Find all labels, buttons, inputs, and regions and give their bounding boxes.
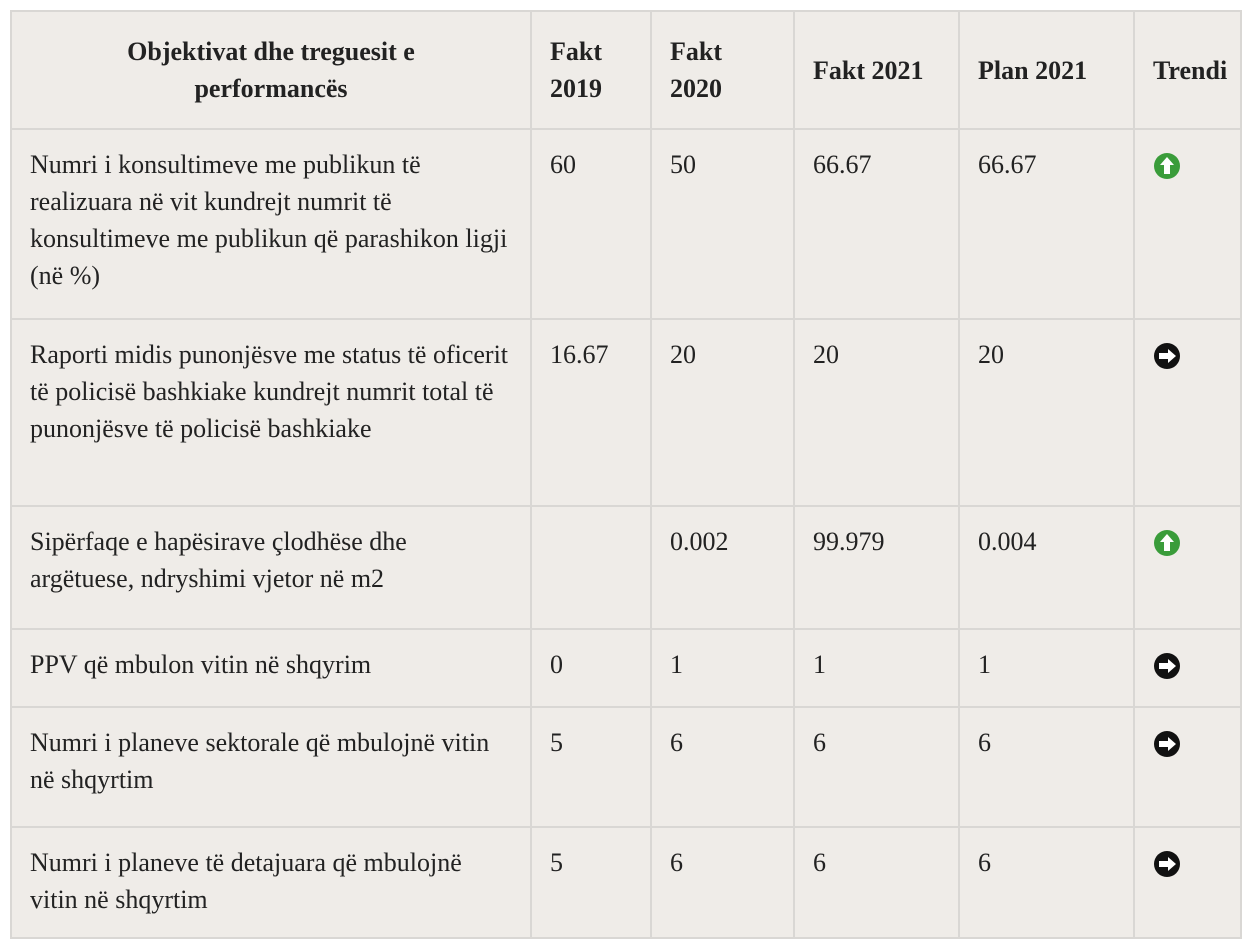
table-body: Numri i konsultimeve me publikun të real… [10, 128, 1242, 939]
value-cell: 20 [650, 318, 795, 507]
value-cell: 66.67 [958, 128, 1135, 320]
indicator-cell: PPV që mbulon vitin në shqyrim [10, 628, 532, 708]
value-cell: 16.67 [530, 318, 652, 507]
value-cell: 20 [793, 318, 960, 507]
value-cell: 5 [530, 706, 652, 828]
table-row: Sipërfaqe e hapësirave çlodhëse dhe argë… [10, 505, 1242, 630]
value-cell: 20 [958, 318, 1135, 507]
trend-cell [1133, 505, 1242, 630]
performance-table: Objektivat dhe treguesit e performancës F… [10, 10, 1242, 939]
header-cell: Fakt 2019 [530, 10, 652, 130]
value-cell: 66.67 [793, 128, 960, 320]
value-cell: 6 [650, 706, 795, 828]
trend-cell [1133, 628, 1242, 708]
header-cell: Trendi [1133, 10, 1242, 130]
trend-up-icon [1154, 153, 1180, 179]
header-row: Objektivat dhe treguesit e performancës F… [10, 10, 1242, 130]
value-cell: 1 [650, 628, 795, 708]
indicator-cell: Numri i planeve sektorale që mbulojnë vi… [10, 706, 532, 828]
value-cell: 6 [958, 706, 1135, 828]
value-cell: 1 [793, 628, 960, 708]
header-cell: Plan 2021 [958, 10, 1135, 130]
trend-right-icon [1154, 653, 1180, 679]
indicator-cell: Sipërfaqe e hapësirave çlodhëse dhe argë… [10, 505, 532, 630]
value-cell: 0.004 [958, 505, 1135, 630]
value-cell [530, 505, 652, 630]
indicator-cell: Numri i planeve të detajuara që mbulojnë… [10, 826, 532, 939]
value-cell: 6 [958, 826, 1135, 939]
value-cell: 6 [650, 826, 795, 939]
table-row: Numri i planeve sektorale që mbulojnë vi… [10, 706, 1242, 828]
value-cell: 6 [793, 706, 960, 828]
value-cell: 99.979 [793, 505, 960, 630]
header-cell: Fakt 2021 [793, 10, 960, 130]
table-row: Numri i planeve të detajuara që mbulojnë… [10, 826, 1242, 939]
trend-right-icon [1154, 343, 1180, 369]
indicator-cell: Numri i konsultimeve me publikun të real… [10, 128, 532, 320]
trend-cell [1133, 706, 1242, 828]
header-cell: Objektivat dhe treguesit e performancës [10, 10, 532, 130]
trend-right-icon [1154, 731, 1180, 757]
indicator-cell: Raporti midis punonjësve me status të of… [10, 318, 532, 507]
value-cell: 60 [530, 128, 652, 320]
trend-cell [1133, 826, 1242, 939]
value-cell: 1 [958, 628, 1135, 708]
table-row: Numri i konsultimeve me publikun të real… [10, 128, 1242, 320]
value-cell: 0 [530, 628, 652, 708]
table-row: Raporti midis punonjësve me status të of… [10, 318, 1242, 507]
trend-cell [1133, 128, 1242, 320]
value-cell: 6 [793, 826, 960, 939]
table-row: PPV që mbulon vitin në shqyrim 0 1 1 1 [10, 628, 1242, 708]
value-cell: 50 [650, 128, 795, 320]
trend-right-icon [1154, 851, 1180, 877]
header-cell: Fakt 2020 [650, 10, 795, 130]
trend-up-icon [1154, 530, 1180, 556]
value-cell: 0.002 [650, 505, 795, 630]
value-cell: 5 [530, 826, 652, 939]
trend-cell [1133, 318, 1242, 507]
